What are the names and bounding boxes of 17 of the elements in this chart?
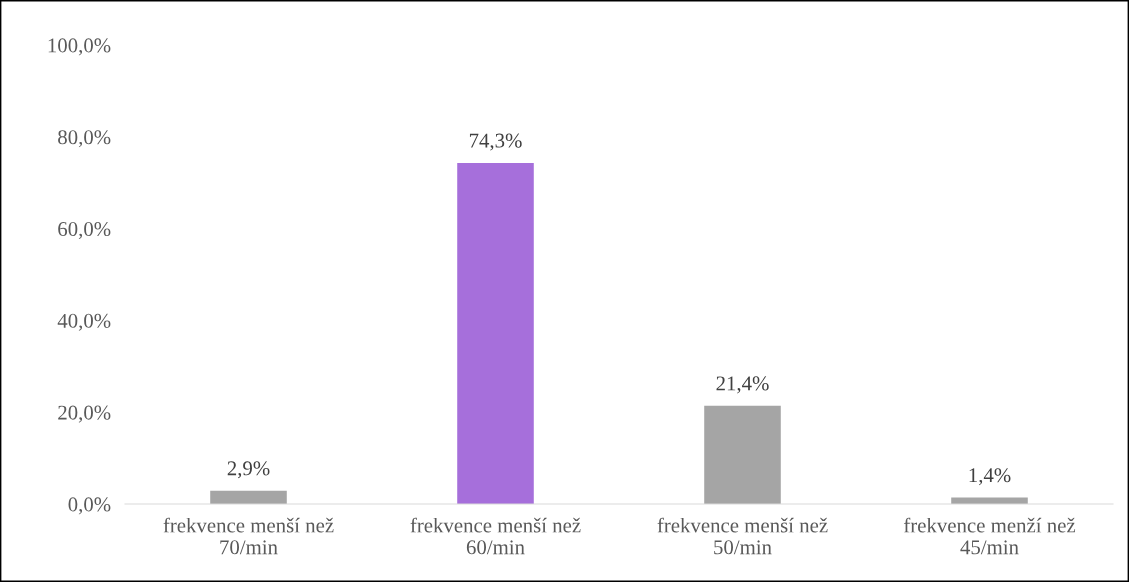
y-tick-label: 100,0% xyxy=(48,38,111,56)
x-tick-label: frekvence menží než 45/min xyxy=(903,517,1076,555)
x-tick-label: frekvence menší než 60/min xyxy=(410,517,581,555)
data-label: 1,4% xyxy=(969,468,1011,486)
bar xyxy=(457,162,534,504)
y-tick-label: 40,0% xyxy=(57,313,111,331)
bar xyxy=(704,405,781,504)
y-tick-label: 20,0% xyxy=(58,405,111,423)
y-tick-label: 0,0% xyxy=(68,497,111,515)
data-label: 2,9% xyxy=(227,461,270,479)
data-label: 74,3% xyxy=(469,133,522,151)
x-tick-label: frekvence menší než 70/min xyxy=(163,517,334,555)
bar xyxy=(210,490,287,504)
y-tick-label: 60,0% xyxy=(58,221,111,240)
data-label: 21,4% xyxy=(716,376,769,394)
x-tick-label: frekvence menší než 50/min xyxy=(657,517,828,555)
y-tick-label: 80,0% xyxy=(58,130,111,148)
